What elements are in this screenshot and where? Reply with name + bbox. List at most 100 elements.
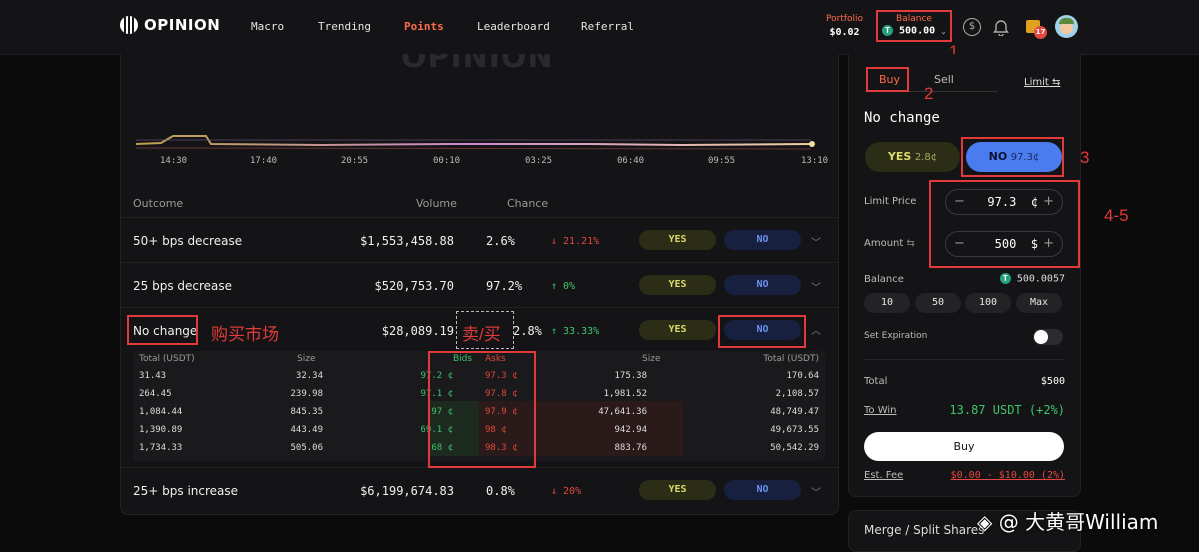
book-cell-total-r: 48,749.47 [770,407,819,417]
annotation-4-5: 4-5 [1104,206,1129,225]
opinion-logo-icon [120,16,138,34]
annotation-3: 3 [1080,148,1090,167]
book-cell-ask[interactable]: 97.3 ¢ [485,371,518,381]
col-outcome: Outcome [133,197,184,210]
brand-logo[interactable]: OPINION [120,16,220,34]
chart-watermark: OPINION [401,54,554,75]
outcome-row-expanded[interactable]: No change $28,089.19 2.8% ↑ 33.33% YES N… [121,307,838,468]
yes-button[interactable]: YES [639,275,716,295]
watermark: ◈ @ 大黄哥William [977,510,1159,534]
no-button[interactable]: NO [724,480,801,500]
chevron-down-icon[interactable]: ﹀ [811,238,821,249]
price-chart[interactable] [121,114,838,174]
book-cell-size-l: 505.06 [290,443,323,453]
yes-outcome-button[interactable]: YES 2.8¢ [865,142,960,172]
fee-value: $0.00 - $10.00 (2%) [950,470,1065,481]
minus-icon[interactable]: − [954,236,965,251]
outcome-volume: $28,089.19 [381,324,454,338]
outcome-delta: ↓ 20% [551,486,582,497]
chip-100[interactable]: 100 [965,293,1011,313]
expiration-label: Set Expiration [864,331,928,341]
book-cell-size-r: 1,981.52 [603,389,647,399]
limit-price-stepper[interactable]: − 97.3 ¢ + [945,189,1063,215]
nav-referral[interactable]: Referral [581,20,634,33]
book-cell-bid[interactable]: 97 ¢ [431,407,453,417]
market-panel: OPINION 14:30 17:40 20:55 00:10 03:25 06… [120,54,839,515]
gift-box-icon[interactable]: 17 [1024,16,1047,39]
minus-icon[interactable]: − [954,194,965,209]
fee-label: Est. Fee [864,470,904,481]
no-button[interactable]: NO [724,320,801,340]
chip-50[interactable]: 50 [915,293,961,313]
limit-price-input[interactable]: 97.3 ¢ [987,195,1038,209]
annotation-buy-market: 购买市场 [211,325,279,344]
chip-10[interactable]: 10 [864,293,910,313]
chevron-up-icon[interactable]: ︿ [811,326,821,337]
expiration-toggle[interactable] [1033,329,1063,345]
tab-buy[interactable]: Buy [879,73,901,86]
outcome-row[interactable]: 50+ bps decrease $1,553,458.88 2.6% ↓ 21… [121,217,838,263]
book-cell-bid[interactable]: 97.1 ¢ [420,389,453,399]
outcome-volume: $6,199,674.83 [360,484,454,498]
no-outcome-button[interactable]: NO 97.3¢ [966,142,1062,172]
outcome-name: No change [133,324,198,338]
plus-icon[interactable]: + [1043,236,1054,251]
highlight-no-outcome [961,137,1064,177]
order-book: Total (USDT) Size Bids Asks Size Total (… [133,351,825,461]
yes-button[interactable]: YES [639,230,716,250]
buy-button[interactable]: Buy [864,432,1064,461]
chip-max[interactable]: Max [1016,293,1062,313]
outcome-chance: 2.6% [486,234,515,248]
nav-leaderboard[interactable]: Leaderboard [477,20,550,33]
book-header-total: Total (USDT) [763,354,819,364]
time-tick: 09:55 [708,156,736,166]
book-cell-bid[interactable]: 68 ¢ [431,443,453,453]
tab-sell[interactable]: Sell [934,73,954,86]
bid-depth-bar [429,401,479,456]
book-header-bids: Bids [453,354,473,364]
balance-dropdown[interactable]: Balance T 500.00 ⌄ [876,10,952,42]
amount-label: Amount ⇆ [864,238,915,249]
book-cell-ask[interactable]: 98 ¢ [485,425,507,435]
chevron-down-icon[interactable]: ﹀ [811,488,821,499]
book-cell-size-l: 845.35 [290,407,323,417]
yes-button[interactable]: YES [639,320,716,340]
nav-trending[interactable]: Trending [318,20,371,33]
book-cell-size-l: 443.49 [290,425,323,435]
total-value: $500 [1040,376,1065,387]
yes-button[interactable]: YES [639,480,716,500]
book-cell-bid[interactable]: 97.2 ¢ [420,371,453,381]
portfolio[interactable]: Portfolio $0.02 [826,14,863,38]
book-cell-ask[interactable]: 98.3 ¢ [485,443,518,453]
outcome-row[interactable]: 25 bps decrease $520,753.70 97.2% ↑ 0% Y… [121,262,838,308]
usdt-icon: T [999,273,1011,284]
outcome-row[interactable]: 25+ bps increase $6,199,674.83 0.8% ↓ 20… [121,467,838,514]
highlight-no-button [718,315,806,348]
book-cell-bid[interactable]: 69.1 ¢ [420,425,453,435]
amount-input[interactable]: 500 $ [994,237,1038,251]
book-cell-total-r: 170.64 [786,371,819,381]
dollar-icon[interactable]: $ [963,18,981,36]
book-cell-size-r: 942.94 [614,425,647,435]
time-tick: 06:40 [617,156,645,166]
annotation-1: 1 [949,42,959,61]
trade-panel: Buy Sell Limit ⇆ No change YES 2.8¢ NO 9… [848,54,1081,497]
no-button[interactable]: NO [724,230,801,250]
outcome-volume: $520,753.70 [374,279,454,293]
highlight-bids-asks [428,351,536,468]
book-cell-ask[interactable]: 97.8 ¢ [485,389,518,399]
no-button[interactable]: NO [724,275,801,295]
nav-points[interactable]: Points [404,20,444,33]
order-type-dropdown[interactable]: Limit ⇆ [1024,77,1061,88]
plus-icon[interactable]: + [1043,194,1054,209]
bell-icon[interactable] [993,18,1009,36]
amount-stepper[interactable]: − 500 $ + [945,231,1063,257]
chevron-down-icon[interactable]: ﹀ [811,283,821,294]
book-cell-total-l: 264.45 [139,389,172,399]
balance-value: 500.00 [899,25,936,37]
limit-price-label: Limit Price [864,196,917,207]
nav-macro[interactable]: Macro [251,20,285,33]
avatar[interactable] [1055,15,1078,38]
book-cell-ask[interactable]: 97.9 ¢ [485,407,518,417]
outcome-name: 25 bps decrease [133,279,233,293]
